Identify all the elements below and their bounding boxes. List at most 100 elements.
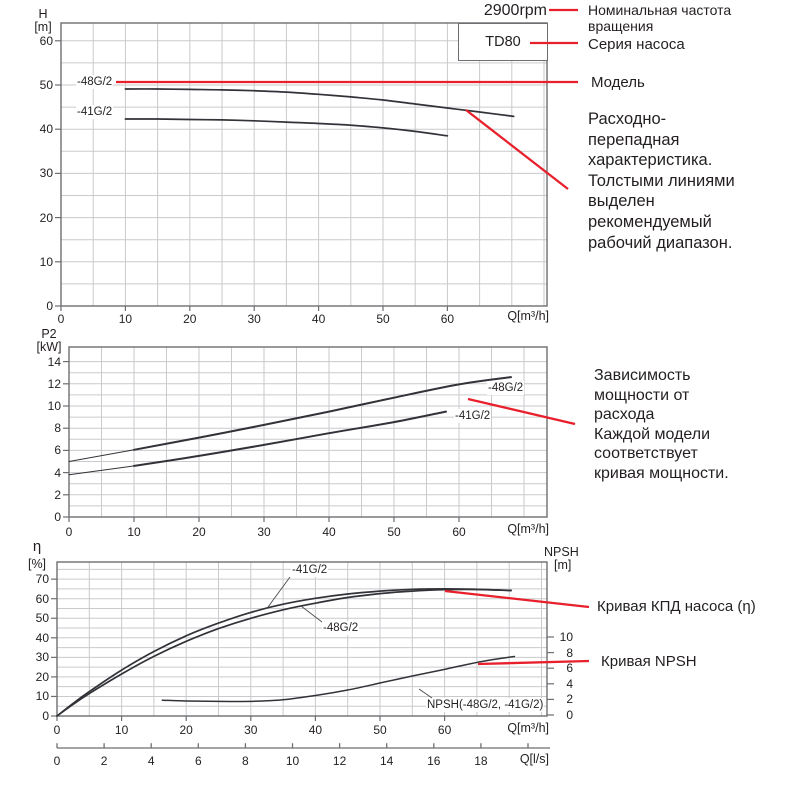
chart3-x2-tick-label: 18 [474, 754, 488, 768]
chart1-curve--41G/2 [124, 118, 449, 137]
chart3-ticks [51, 578, 446, 721]
chart1-gridlines [61, 23, 547, 306]
chart1-x-tick-label: 50 [376, 312, 390, 326]
chart1-x-tick-label: 10 [118, 312, 133, 326]
rpm-label: 2900rpm [483, 2, 547, 19]
chart3-x-tick-label: 0 [53, 723, 61, 737]
chart2-y-axis-label: P2 [41, 327, 57, 341]
annotation-leader-lines [116, 8, 590, 666]
annotation-line: кривая мощности. [594, 464, 729, 482]
annotation-power-curves: Зависимость мощности от расхода Каждой моде… [594, 366, 729, 484]
chart2-curve-label--48G/2: -48G/2 [487, 381, 525, 395]
chart3-x-tick-label: 20 [179, 723, 193, 737]
chart3-curve--41G/2 [56, 588, 512, 717]
chart3-y-axis-label: η [32, 538, 42, 555]
chart3-x2-tick-label: 8 [242, 754, 249, 768]
chart3-npsh-tick-label: 8 [566, 645, 573, 660]
chart2-y-tick-label: 14 [47, 354, 61, 369]
chart2-curve--48G/2-thin [68, 449, 135, 462]
chart1-x-tick-label: 0 [57, 312, 65, 326]
chart1-y-tick-label: 30 [39, 166, 53, 181]
annotation-line: Зависимость [594, 367, 691, 384]
chart3-x2-axis [56, 743, 550, 749]
chart3-right-axis-unit: [m] [554, 558, 572, 572]
annotation-line: Толстыми линиями [588, 171, 735, 190]
chart3-y-tick-label: 30 [35, 650, 49, 665]
chart2-x-tick-label: 30 [257, 525, 271, 539]
chart3-frame [56, 561, 548, 717]
chart3-curve--48G/2 [56, 588, 512, 717]
chart3-npsh-tick-label: 2 [566, 692, 573, 707]
chart3-x2-tick-label: 4 [147, 754, 155, 768]
annotation-nominal-frequency: Номинальная частота вращения [588, 2, 731, 34]
chart3-y-tick-label: 20 [35, 669, 49, 684]
annotation-line: характеристика. [588, 151, 713, 170]
chart2-curve--41G/2-thin [68, 465, 135, 476]
chart3-npsh-tick-label: 10 [559, 630, 573, 644]
series-box-label: TD80 [485, 34, 521, 50]
annotation-efficiency-curve: Кривая КПД насоса (η) [597, 598, 756, 615]
chart3-x2-tick-label: 2 [100, 754, 108, 768]
chart3-x-tick-label: 60 [437, 723, 452, 737]
chart1-y-tick-label: 10 [39, 254, 53, 269]
chart3-curve-label--48G/2: -48G/2 [322, 621, 360, 635]
chart2-ticks [63, 361, 460, 522]
curve-label-pointers [267, 576, 433, 699]
chart3-right-axis-label: NPSH [544, 545, 579, 559]
chart1-y-axis-unit: [m] [34, 20, 52, 34]
chart1-ticks [55, 40, 448, 311]
annotation-model: Модель [591, 74, 645, 91]
chart3-x2-axis-label: Q[l/s] [519, 752, 549, 766]
annotation-line: рабочий диапазон. [588, 233, 733, 252]
chart3-x2-tick-label: 14 [380, 754, 394, 768]
annotation-line: расхода [594, 406, 655, 424]
chart3-npsh-tick-label: 6 [566, 661, 573, 676]
chart2-x-tick-label: 50 [387, 525, 401, 539]
chart3-x2-tick-label: 0 [53, 754, 61, 768]
chart2-y-tick-label: 6 [54, 443, 61, 458]
chart3-y-tick-label: 40 [35, 630, 49, 645]
chart3-x-tick-label: 40 [308, 723, 323, 737]
chart2-y-axis-unit: [kW] [36, 340, 62, 354]
annotation-line: выделен [588, 192, 655, 211]
chart3-y-tick-label: 60 [35, 591, 49, 606]
chart2-curve--41G/2 [133, 410, 447, 467]
chart3-curve-label-npsh: NPSH(-48G/2, -41G/2) [426, 698, 545, 712]
chart2-x-axis-label: Q[m³/h] [507, 522, 549, 536]
chart1-curve-label--48G/2: -48G/2 [76, 75, 114, 89]
chart3-y-axis-unit: [%] [27, 557, 47, 571]
chart1-y-tick-label: 20 [39, 210, 53, 225]
chart1-y-tick-label: 50 [39, 78, 53, 92]
chart1-x-tick-label: 20 [183, 312, 197, 326]
chart3-x-tick-label: 10 [114, 723, 129, 737]
annotation-line: перепадная [588, 130, 680, 149]
annotation-line: соответствует [594, 445, 698, 463]
chart1-x-tick-label: 30 [247, 312, 261, 326]
chart3-y-tick-label: 0 [42, 709, 49, 723]
chart3-x-tick-label: 50 [373, 723, 387, 737]
chart3-x-axis-label: Q[m³/h] [507, 721, 549, 735]
chart2-y-tick-label: 8 [54, 421, 61, 436]
chart1-frame [60, 22, 548, 307]
chart2-y-tick-label: 0 [54, 510, 61, 524]
chart2-y-tick-label: 4 [54, 465, 61, 480]
chart2-curve--48G/2 [133, 376, 512, 451]
chart3-right-axis-ticks [547, 636, 554, 716]
chart3-y-tick-label: 10 [35, 689, 49, 704]
chart3-x-tick-label: 30 [244, 723, 258, 737]
chart3-x2-tick-label: 10 [285, 754, 300, 768]
chart1-x-tick-label: 40 [311, 312, 326, 326]
chart2-y-tick-label: 10 [47, 399, 61, 413]
chart2-y-tick-label: 12 [47, 376, 61, 391]
chart2-x-tick-label: 10 [127, 525, 141, 539]
chart2-x-tick-label: 0 [65, 525, 73, 539]
annotation-line: рекомендуемый [588, 212, 712, 231]
annotation-line: Расходно- [588, 110, 667, 128]
chart2-curve-label--41G/2: -41G/2 [454, 409, 492, 423]
chart2-x-tick-label: 40 [322, 525, 336, 539]
annotation-line: вращения [588, 17, 654, 34]
chart2-x-tick-label: 60 [452, 525, 466, 539]
